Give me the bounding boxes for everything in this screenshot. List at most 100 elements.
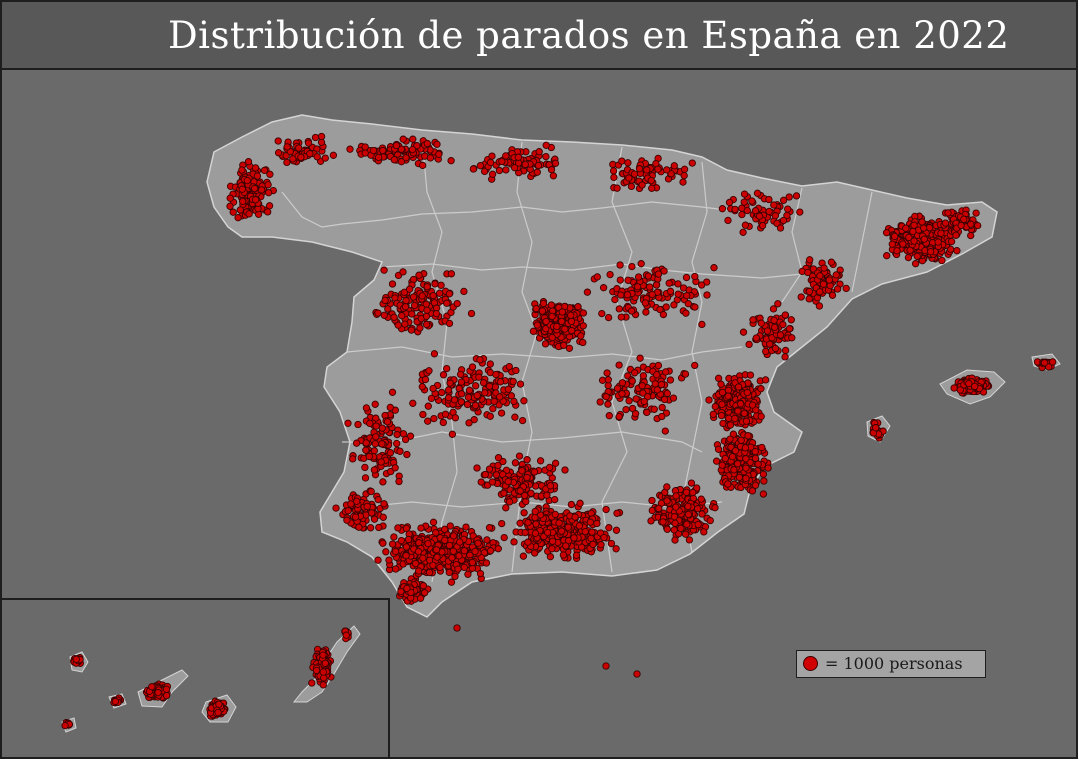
unemployment-dot <box>765 207 773 216</box>
unemployment-dot <box>321 154 329 162</box>
unemployment-dot <box>545 463 554 472</box>
legend-label: = 1000 personas <box>825 654 963 673</box>
unemployment-dot <box>653 386 661 394</box>
unemployment-dot <box>883 252 891 260</box>
unemployment-dot <box>638 181 646 189</box>
unemployment-dot <box>604 376 612 384</box>
unemployment-dot <box>632 395 640 403</box>
unemployment-dot <box>681 530 690 538</box>
unemployment-dot <box>740 409 748 418</box>
unemployment-dot <box>957 221 965 230</box>
unemployment-dot <box>643 408 651 417</box>
unemployment-dot <box>426 154 435 162</box>
unemployment-dot <box>568 326 576 335</box>
unemployment-dot <box>706 516 714 525</box>
unemployment-dot <box>725 198 734 207</box>
unemployment-dot <box>677 524 685 533</box>
unemployment-dot <box>468 558 477 567</box>
unemployment-dot <box>770 323 779 331</box>
unemployment-dot <box>264 181 272 189</box>
unemployment-dot <box>762 347 770 356</box>
unemployment-dot <box>403 450 411 459</box>
unemployment-dot <box>384 305 392 313</box>
unemployment-dot <box>691 303 699 311</box>
unemployment-dot <box>148 683 156 691</box>
unemployment-dot <box>368 509 376 517</box>
unemployment-dot <box>816 272 824 280</box>
unemployment-dot <box>638 382 646 390</box>
unemployment-dot <box>391 547 400 556</box>
unemployment-dot <box>491 383 500 391</box>
unemployment-dot <box>909 227 917 236</box>
unemployment-dot <box>682 273 691 282</box>
unemployment-dot <box>567 317 576 326</box>
unemployment-dot <box>753 189 762 197</box>
unemployment-dot <box>630 170 639 178</box>
unemployment-dot <box>653 371 661 379</box>
unemployment-dot <box>403 584 411 593</box>
unemployment-dot <box>739 328 748 336</box>
unemployment-dot <box>308 679 316 687</box>
unemployment-dot <box>429 384 437 393</box>
unemployment-dot <box>680 165 689 173</box>
unemployment-dot <box>888 240 896 248</box>
unemployment-dot <box>472 382 480 390</box>
unemployment-dot <box>498 519 506 528</box>
unemployment-dot <box>764 464 772 472</box>
unemployment-dot <box>718 400 726 408</box>
unemployment-dot <box>918 218 926 226</box>
unemployment-dot <box>565 344 574 352</box>
unemployment-dot <box>527 489 535 497</box>
unemployment-dot <box>264 189 273 197</box>
unemployment-dot <box>920 224 928 232</box>
unemployment-dot <box>588 528 596 536</box>
unemployment-dot <box>229 208 237 216</box>
unemployment-dot <box>365 452 373 461</box>
unemployment-dot <box>547 301 556 309</box>
unemployment-dot <box>391 464 399 472</box>
unemployment-dot <box>378 440 386 448</box>
unemployment-dot <box>731 205 739 214</box>
unemployment-dot <box>666 376 675 384</box>
unemployment-dot <box>744 432 752 440</box>
unemployment-dot <box>369 146 378 155</box>
unemployment-dot <box>541 340 550 348</box>
unemployment-dot <box>424 417 432 425</box>
unemployment-dot <box>757 319 765 327</box>
unemployment-dot <box>647 176 655 185</box>
unemployment-dot <box>711 504 719 512</box>
unemployment-dot <box>524 518 532 527</box>
unemployment-dot <box>736 400 745 408</box>
unemployment-dot <box>363 502 371 511</box>
unemployment-dot <box>409 293 418 301</box>
unemployment-dot <box>655 504 663 513</box>
unemployment-dot <box>774 300 782 308</box>
unemployment-dot <box>663 389 671 398</box>
unemployment-dot <box>827 258 836 266</box>
unemployment-dot <box>741 444 750 452</box>
unemployment-dot <box>471 401 480 410</box>
title-bar: Distribución de parados en España en 202… <box>2 2 1076 70</box>
unemployment-dot <box>386 403 394 412</box>
unemployment-dot <box>457 398 465 406</box>
unemployment-dot <box>891 232 899 241</box>
unemployment-dot <box>490 397 498 406</box>
unemployment-dot <box>379 513 387 521</box>
unemployment-dot <box>548 312 556 321</box>
unemployment-dot <box>401 435 410 444</box>
unemployment-dot <box>691 272 699 281</box>
unemployment-dot <box>555 519 563 527</box>
unemployment-dot <box>383 418 392 426</box>
unemployment-dot <box>731 414 739 423</box>
unemployment-dot <box>603 369 611 377</box>
unemployment-dot <box>728 453 737 461</box>
unemployment-dot <box>476 162 485 170</box>
unemployment-dot <box>471 547 479 556</box>
unemployment-dot <box>438 388 446 397</box>
unemployment-dot <box>432 546 441 554</box>
unemployment-dot <box>470 416 478 424</box>
unemployment-dot <box>934 238 942 246</box>
unemployment-dot <box>760 477 768 485</box>
unemployment-dot <box>423 283 431 291</box>
unemployment-dot <box>670 162 678 170</box>
